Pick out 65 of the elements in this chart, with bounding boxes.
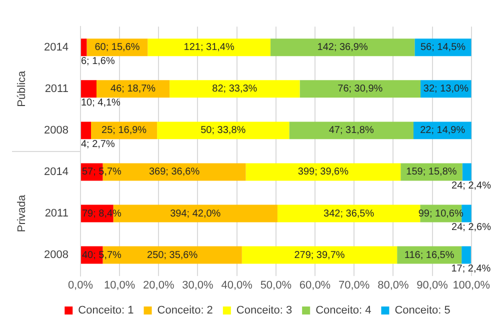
- bar: [80, 38, 87, 56]
- x-tick-label: 0,0%: [68, 279, 94, 292]
- data-label: 76; 30,9%: [338, 84, 383, 95]
- data-label: 10; 4,1%: [80, 97, 121, 108]
- bar: [270, 38, 415, 56]
- y-tick-label: 2014: [44, 41, 68, 54]
- data-label: 142; 36,9%: [317, 42, 368, 54]
- bar: [462, 246, 471, 264]
- bar: [170, 80, 300, 98]
- data-label: 17; 2,4%: [451, 264, 491, 275]
- bar: [462, 204, 472, 222]
- data-label: 22; 14,9%: [420, 125, 466, 136]
- x-tick-label: 40,0%: [221, 279, 253, 292]
- legend-label: Conceito: 3: [236, 304, 292, 317]
- y-tick-label: 2008: [44, 249, 68, 262]
- x-tick-label: 30,0%: [182, 279, 214, 292]
- bar: [246, 163, 401, 181]
- data-label: 24; 2,6%: [452, 222, 492, 233]
- data-label: 24; 2,4%: [452, 180, 492, 192]
- bar: [300, 80, 421, 98]
- text: Pública: [16, 70, 28, 107]
- x-tick-label: 60,0%: [299, 279, 331, 292]
- legend-label: Conceito: 5: [394, 304, 450, 317]
- data-label: 116; 16,5%: [404, 250, 454, 261]
- data-label: 394; 42,0%: [170, 208, 221, 220]
- data-label: 25; 16,9%: [102, 125, 147, 136]
- data-label: 399; 39,6%: [298, 166, 349, 178]
- data-label: 46; 18,7%: [110, 84, 156, 95]
- text: Privada: [16, 194, 28, 232]
- legend-label: Conceito: 2: [157, 304, 213, 317]
- legend-label: Conceito: 1: [78, 304, 134, 317]
- x-tick-label: 80,0%: [378, 279, 409, 292]
- bar: [242, 246, 398, 264]
- data-label: 121; 31,4%: [184, 42, 234, 54]
- data-label: 342; 36,5%: [324, 208, 374, 220]
- y-tick-label: 2008: [44, 124, 68, 136]
- x-tick-label: 100,0%: [452, 279, 490, 292]
- data-label: 56; 14,5%: [420, 42, 466, 54]
- bar: [157, 122, 290, 140]
- bar: [80, 122, 92, 140]
- bar: [277, 204, 420, 222]
- x-tick-label: 10,0%: [104, 279, 136, 292]
- x-tick-label: 50,0%: [260, 279, 292, 292]
- data-label: 369; 36,6%: [148, 166, 200, 178]
- data-label: 4; 2,7%: [80, 138, 115, 150]
- bar: [148, 38, 270, 56]
- data-label: 159; 15,8%: [406, 166, 457, 178]
- data-label: 60; 15,6%: [94, 42, 140, 54]
- data-label: 82; 33,3%: [212, 84, 258, 95]
- data-label: 50; 33,8%: [200, 125, 246, 136]
- x-tick-label: 70,0%: [338, 279, 370, 292]
- data-label: 279; 39,7%: [294, 250, 345, 261]
- y-tick-label: 2011: [44, 208, 68, 220]
- data-label: 47; 31,8%: [328, 125, 374, 136]
- data-label: 250; 35,6%: [147, 250, 198, 261]
- y-tick-label: 2011: [44, 82, 68, 95]
- bar: [462, 163, 472, 181]
- legend-label: Conceito: 4: [316, 304, 372, 317]
- data-label: 32; 13,0%: [423, 84, 469, 95]
- x-tick-label: 20,0%: [143, 279, 174, 292]
- bar: [80, 80, 96, 98]
- x-tick-label: 90,0%: [416, 279, 448, 292]
- data-label: 6; 1,6%: [80, 56, 115, 67]
- bar: [289, 122, 414, 140]
- y-tick-label: 2014: [44, 166, 68, 178]
